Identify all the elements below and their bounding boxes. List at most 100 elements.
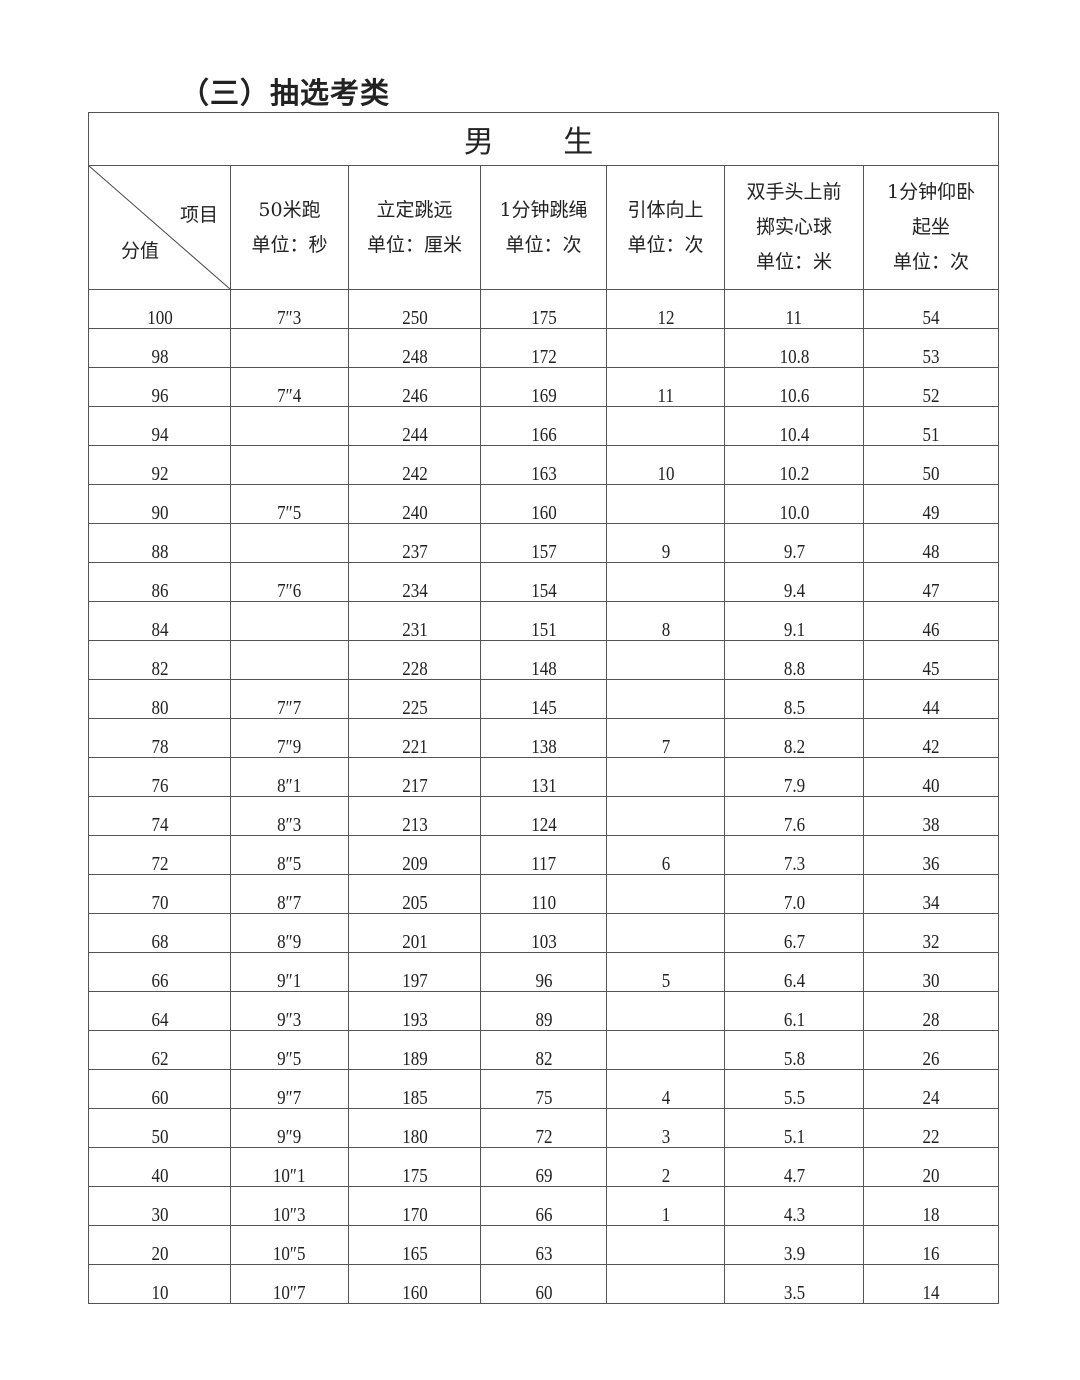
value-cell: 151 bbox=[480, 601, 607, 641]
cell-text: 8″7 bbox=[277, 892, 302, 914]
value-cell: 240 bbox=[348, 484, 481, 524]
cell-text: 80 bbox=[151, 697, 168, 719]
cell-text: 189 bbox=[401, 1048, 428, 1070]
cell-text: 100 bbox=[146, 307, 173, 329]
cell-text: 7.0 bbox=[783, 892, 805, 914]
cell-text: 3 bbox=[661, 1126, 670, 1148]
cell-text: 131 bbox=[530, 775, 557, 797]
value-cell: 11 bbox=[724, 289, 864, 329]
score-cell: 70 bbox=[88, 874, 231, 914]
cell-text: 76 bbox=[151, 775, 168, 797]
score-cell: 94 bbox=[88, 406, 231, 446]
cell-text: 72 bbox=[535, 1126, 552, 1148]
cell-text: 246 bbox=[401, 385, 428, 407]
value-cell: 8 bbox=[606, 601, 725, 641]
value-cell: 166 bbox=[480, 406, 607, 446]
cell-text: 148 bbox=[530, 658, 557, 680]
value-cell: 48 bbox=[862, 523, 1000, 563]
value-cell: 221 bbox=[348, 718, 481, 758]
value-cell: 30 bbox=[862, 952, 1000, 992]
cell-text: 10.2 bbox=[779, 463, 809, 485]
value-cell: 52 bbox=[862, 367, 1000, 407]
cell-text: 8.2 bbox=[783, 736, 805, 758]
value-cell: 7″3 bbox=[230, 289, 349, 329]
value-cell: 7″6 bbox=[230, 562, 349, 602]
value-cell bbox=[230, 328, 349, 368]
score-cell: 98 bbox=[88, 328, 231, 368]
value-cell: 6.4 bbox=[724, 952, 864, 992]
cell-text: 10″3 bbox=[273, 1204, 306, 1226]
column-header-row: 项目 分值 50米跑 单位：秒 立定跳远 单位：厘米 1分钟跳绳 单位：次 引体向上单… bbox=[88, 165, 1000, 290]
column-unit: 单位：厘米 bbox=[366, 233, 462, 256]
column-unit: 单位：次 bbox=[505, 233, 582, 256]
value-cell bbox=[606, 757, 725, 797]
cell-text: 10.4 bbox=[779, 424, 809, 446]
table-body: 100 7″3 250 175 12 11 54 98 248 172 10.8 53 96 7″4 246… bbox=[88, 289, 1000, 1304]
cell-text: 154 bbox=[530, 580, 557, 602]
table-row: 68 8″9 201 103 6.7 32 bbox=[88, 913, 1000, 953]
value-cell: 7″7 bbox=[230, 679, 349, 719]
cell-text: 9″7 bbox=[277, 1087, 302, 1109]
value-cell bbox=[606, 1264, 725, 1304]
value-cell: 82 bbox=[480, 1030, 607, 1070]
cell-text: 3.9 bbox=[783, 1243, 805, 1265]
value-cell: 5 bbox=[606, 952, 725, 992]
cell-text: 209 bbox=[401, 853, 428, 875]
table-row: 94 244 166 10.4 51 bbox=[88, 406, 1000, 446]
cell-text: 185 bbox=[401, 1087, 428, 1109]
value-cell: 60 bbox=[480, 1264, 607, 1304]
value-cell: 225 bbox=[348, 679, 481, 719]
cell-text: 217 bbox=[401, 775, 428, 797]
cell-text: 231 bbox=[401, 619, 428, 641]
value-cell bbox=[606, 913, 725, 953]
cell-text: 8″9 bbox=[277, 931, 302, 953]
cell-text: 96 bbox=[151, 385, 168, 407]
score-cell: 86 bbox=[88, 562, 231, 602]
cell-text: 38 bbox=[922, 814, 940, 836]
table-row: 50 9″9 180 72 3 5.1 22 bbox=[88, 1108, 1000, 1148]
value-cell: 66 bbox=[480, 1186, 607, 1226]
value-cell: 170 bbox=[348, 1186, 481, 1226]
value-cell: 10 bbox=[606, 445, 725, 485]
column-name: 1分钟跳绳 bbox=[499, 198, 588, 221]
value-cell: 10.8 bbox=[724, 328, 864, 368]
cell-text: 60 bbox=[535, 1282, 552, 1304]
value-cell: 148 bbox=[480, 640, 607, 680]
cell-text: 10″7 bbox=[273, 1282, 306, 1304]
score-cell: 84 bbox=[88, 601, 231, 641]
value-cell: 193 bbox=[348, 991, 481, 1031]
score-cell: 90 bbox=[88, 484, 231, 524]
cell-text: 36 bbox=[922, 853, 940, 875]
value-cell: 180 bbox=[348, 1108, 481, 1148]
column-header-medicine-ball: 双手头上前掷实心球 单位：米 bbox=[724, 165, 864, 290]
value-cell: 189 bbox=[348, 1030, 481, 1070]
cell-text: 103 bbox=[530, 931, 557, 953]
column-name: 双手头上前掷实心球 bbox=[746, 181, 842, 238]
cell-text: 145 bbox=[530, 697, 557, 719]
cell-text: 117 bbox=[531, 853, 556, 875]
table-row: 96 7″4 246 169 11 10.6 52 bbox=[88, 367, 1000, 407]
value-cell: 242 bbox=[348, 445, 481, 485]
value-cell: 103 bbox=[480, 913, 607, 953]
value-cell bbox=[230, 601, 349, 641]
cell-text: 32 bbox=[922, 931, 940, 953]
column-name: 1分钟仰卧起坐 bbox=[887, 181, 976, 238]
cell-text: 14 bbox=[922, 1282, 940, 1304]
cell-text: 66 bbox=[151, 970, 168, 992]
cell-text: 24 bbox=[922, 1087, 940, 1109]
cell-text: 44 bbox=[922, 697, 940, 719]
value-cell: 9″5 bbox=[230, 1030, 349, 1070]
value-cell: 51 bbox=[862, 406, 1000, 446]
value-cell: 8.2 bbox=[724, 718, 864, 758]
cell-text: 221 bbox=[401, 736, 428, 758]
value-cell: 24 bbox=[862, 1069, 1000, 1109]
column-unit: 单位：次 bbox=[893, 251, 970, 273]
value-cell bbox=[606, 406, 725, 446]
cell-text: 175 bbox=[530, 307, 557, 329]
value-cell: 6 bbox=[606, 835, 725, 875]
cell-text: 82 bbox=[151, 658, 168, 680]
cell-text: 66 bbox=[535, 1204, 552, 1226]
value-cell: 26 bbox=[862, 1030, 1000, 1070]
cell-text: 166 bbox=[530, 424, 557, 446]
value-cell: 96 bbox=[480, 952, 607, 992]
